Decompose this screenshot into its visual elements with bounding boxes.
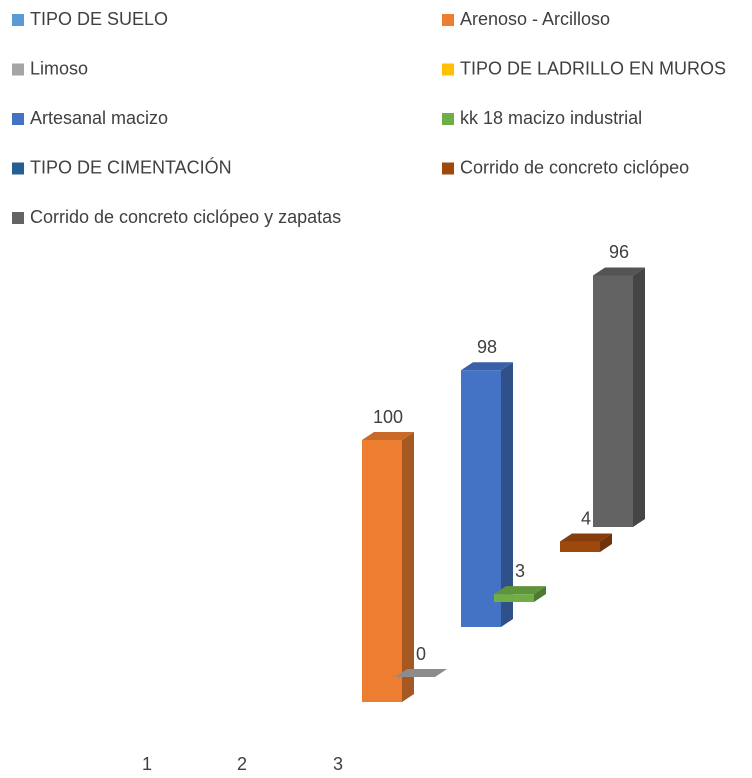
legend-swatch — [442, 63, 454, 76]
data-label: 100 — [373, 407, 403, 427]
bar — [362, 440, 402, 702]
legend-swatch — [12, 212, 24, 224]
legend-swatch — [12, 113, 24, 125]
bar-top — [395, 669, 447, 677]
bar — [461, 370, 501, 627]
legend-swatch — [12, 63, 24, 76]
bar-top — [593, 267, 645, 276]
legend-label: TIPO DE SUELO — [30, 9, 168, 29]
legend-swatch — [442, 162, 454, 175]
bar — [593, 275, 633, 527]
bar-top — [362, 432, 414, 440]
legend-label: TIPO DE CIMENTACIÓN — [30, 156, 232, 177]
bar-side — [402, 432, 414, 702]
data-label: 4 — [581, 508, 591, 528]
data-label: 98 — [477, 337, 497, 357]
bar-top — [461, 362, 513, 371]
legend-label: TIPO DE LADRILLO EN MUROS — [460, 58, 726, 78]
legend-label: Arenoso - Arcilloso — [460, 9, 610, 29]
bar-side — [534, 586, 546, 602]
legend-label: Artesanal macizo — [30, 108, 168, 128]
x-tick-label: 2 — [237, 754, 247, 773]
legend-label: Corrido de concreto ciclópeo y zapatas — [30, 207, 341, 227]
legend-label: kk 18 macizo industrial — [460, 108, 642, 128]
legend-swatch — [442, 113, 454, 125]
data-label: 0 — [416, 644, 426, 664]
bar — [494, 594, 534, 602]
bar-top — [560, 533, 612, 542]
legend-swatch — [12, 162, 24, 175]
bar-side — [633, 267, 645, 527]
legend-label: Corrido de concreto ciclópeo — [460, 157, 689, 177]
bar-side — [501, 362, 513, 627]
bar-top — [494, 586, 546, 595]
data-label: 96 — [609, 242, 629, 262]
x-tick-label: 3 — [333, 754, 343, 773]
data-label: 3 — [515, 561, 525, 581]
bar-side — [600, 533, 612, 552]
legend-swatch — [442, 14, 454, 26]
x-tick-label: 1 — [142, 754, 152, 773]
legend-label: Limoso — [30, 58, 88, 78]
legend-swatch — [12, 14, 24, 26]
bar — [560, 541, 600, 552]
